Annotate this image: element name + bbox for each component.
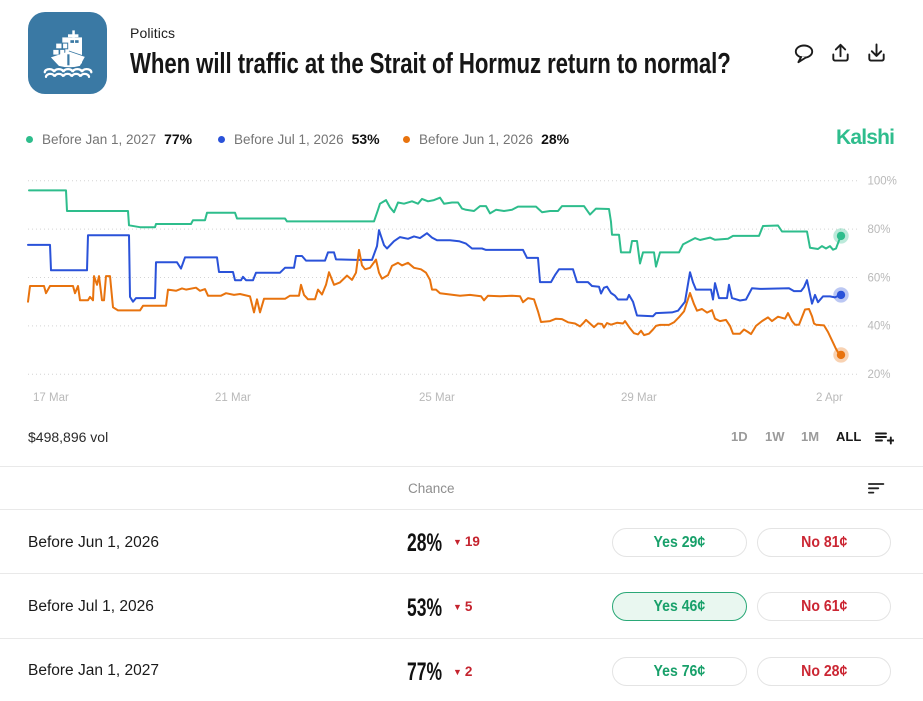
svg-text:29 Mar: 29 Mar — [621, 392, 657, 404]
svg-text:17 Mar: 17 Mar — [33, 392, 69, 404]
svg-text:21 Mar: 21 Mar — [215, 392, 251, 404]
svg-text:20%: 20% — [868, 369, 891, 381]
svg-text:25 Mar: 25 Mar — [419, 392, 455, 404]
svg-text:40%: 40% — [868, 321, 891, 333]
svg-text:60%: 60% — [868, 272, 891, 284]
svg-text:80%: 80% — [868, 224, 891, 236]
svg-text:2 Apr: 2 Apr — [816, 392, 843, 404]
svg-text:100%: 100% — [868, 176, 897, 188]
